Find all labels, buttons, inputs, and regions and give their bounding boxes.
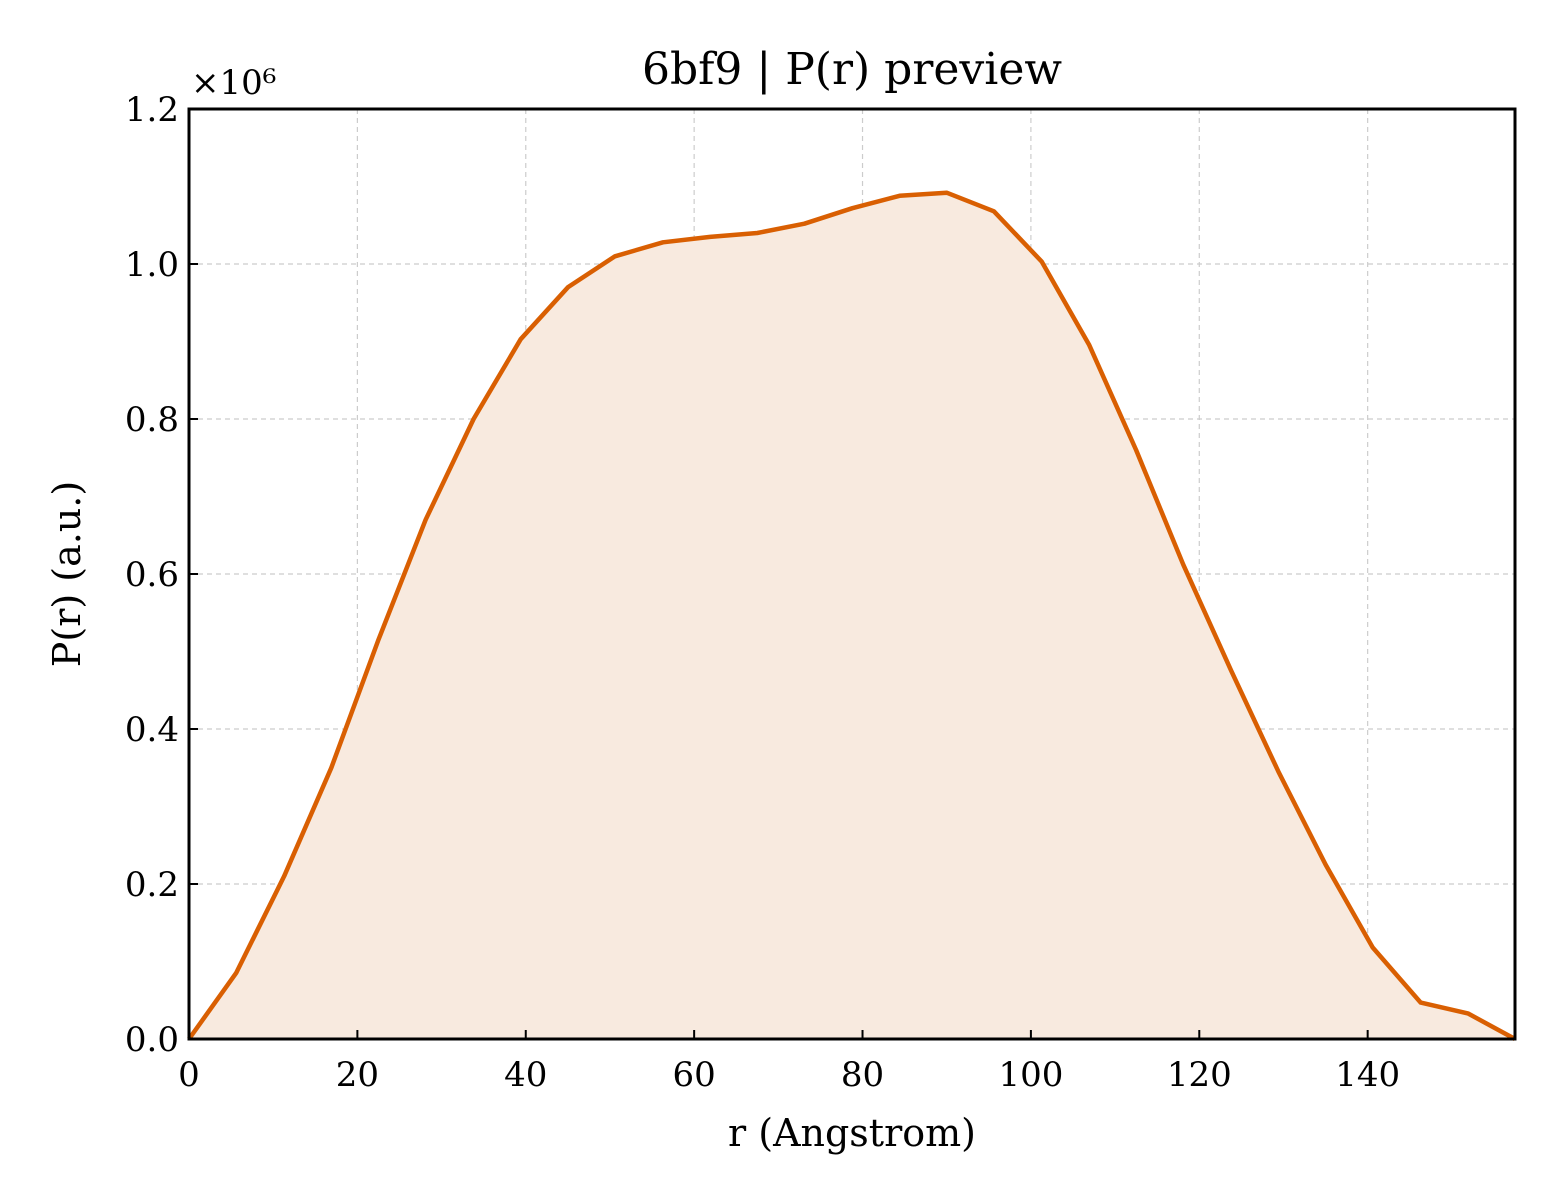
x-tick-label: 40: [504, 1055, 547, 1095]
y-tick-label: 0.6: [125, 555, 179, 595]
y-tick-label: 1.2: [125, 90, 179, 130]
x-tick-label: 0: [178, 1055, 200, 1095]
y-tick-label: 0.2: [125, 865, 179, 905]
x-tick-label: 140: [1335, 1055, 1400, 1095]
chart-title: 6bf9 | P(r) preview: [642, 44, 1062, 95]
pr-series-line: [187, 190, 1517, 1041]
y-axis-label: P(r) (a.u.): [45, 481, 89, 667]
x-axis-label: r (Angstrom): [728, 1111, 976, 1155]
y-tick-labels: 0.0 0.2 0.4 0.6 0.8 1.0 1.2: [125, 90, 179, 1060]
y-tick-label: 0.0: [125, 1020, 179, 1060]
y-scale-exponent: ×10⁶: [191, 63, 276, 103]
x-tick-labels: 0 20 40 60 80 100 120 140: [178, 1055, 1400, 1095]
x-tick-label: 60: [673, 1055, 716, 1095]
x-tick-label: 20: [336, 1055, 379, 1095]
x-tick-label: 80: [841, 1055, 884, 1095]
y-tick-label: 0.8: [125, 400, 179, 440]
pr-area-fill: [189, 192, 1515, 1039]
y-tick-label: 0.4: [125, 710, 179, 750]
x-tick-label: 100: [998, 1055, 1063, 1095]
y-tick-label: 1.0: [125, 245, 179, 285]
tick-marks: [188, 108, 1369, 1040]
x-tick-label: 120: [1167, 1055, 1232, 1095]
